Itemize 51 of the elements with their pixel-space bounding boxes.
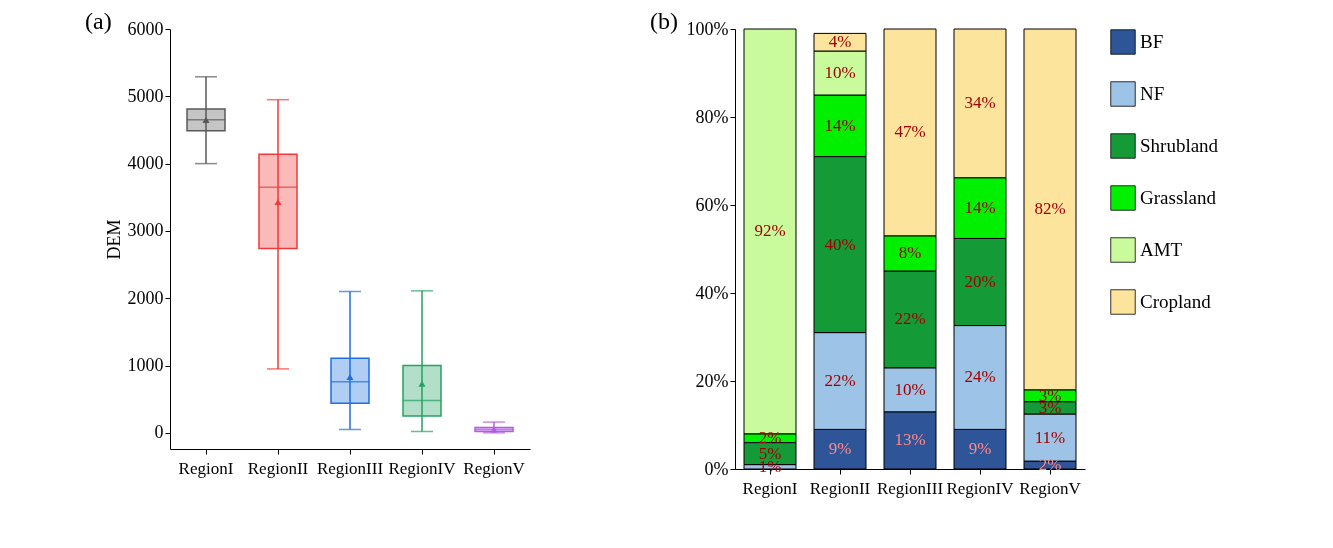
y-tick-label: 0 [154,422,164,443]
y-tick-label: 1000 [127,355,164,376]
data-label: 14% [824,115,856,135]
data-label: 20% [964,272,996,291]
y-tick-label: 40% [695,282,729,303]
x-tick-label: RegionV [1019,478,1082,498]
y-tick-label: 5000 [127,85,164,106]
legend-label: Shrubland [1140,135,1219,156]
x-tick-label: RegionIII [316,458,384,478]
data-label: 92% [754,221,786,241]
y-tick-label: 6000 [127,18,164,39]
data-label: 11% [1034,427,1066,447]
y-tick-label: 0% [704,458,729,479]
y-tick-label: 20% [695,370,729,391]
legend-label: Grassland [1140,187,1217,208]
data-label: 8% [898,243,922,263]
data-label: 4% [828,32,852,52]
data-label: 47% [894,122,926,142]
data-label: 82% [1034,199,1066,219]
data-label: 34% [964,93,996,113]
y-axis-title: DEM [103,219,124,260]
data-label: 40% [824,234,856,254]
x-tick-label: RegionIV [388,458,457,478]
y-tick-label: 80% [695,106,729,127]
y-tick-label: 100% [686,18,729,39]
data-label: 9% [968,439,992,459]
legend-label: Cropland [1140,291,1212,312]
data-label: 10% [894,379,926,399]
data-label: 24% [964,367,996,387]
y-tick-label: 3000 [127,220,164,241]
x-tick-label: RegionIV [946,478,1015,498]
chart-title: (b) [650,8,678,34]
data-label: 22% [894,309,926,329]
data-label: 10% [824,63,856,82]
x-tick-label: RegionI [178,458,234,478]
legend-label: AMT [1140,239,1183,260]
data-label: 9% [828,439,852,459]
chart-title: (a) [85,8,112,34]
x-tick-label: RegionII [247,458,309,478]
data-label: 14% [964,198,996,218]
y-tick-label: 4000 [127,153,164,174]
x-tick-label: RegionIII [876,478,944,498]
y-tick-label: 2000 [127,287,164,308]
data-label: 22% [824,371,856,390]
x-tick-label: RegionII [809,478,871,498]
data-label: 13% [894,430,926,450]
x-tick-label: RegionV [463,458,526,478]
y-tick-label: 60% [695,194,729,215]
legend-label: NF [1140,83,1165,104]
legend-label: BF [1140,31,1164,52]
x-tick-label: RegionI [742,478,798,498]
